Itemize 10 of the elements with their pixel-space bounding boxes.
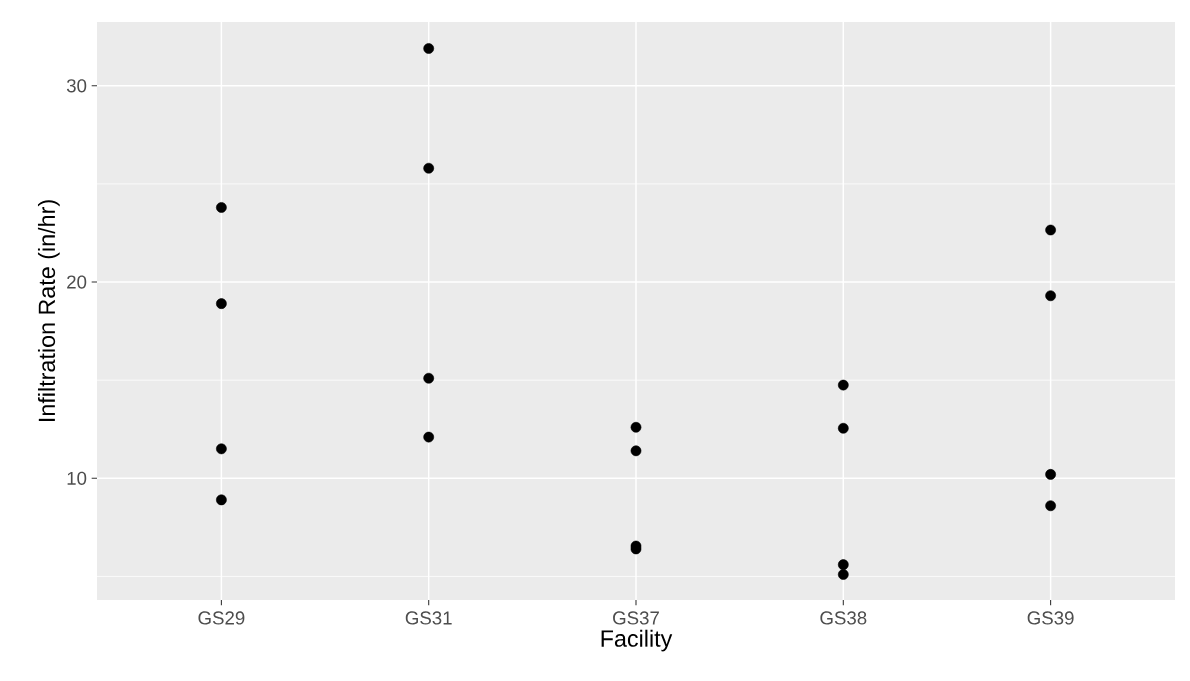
x-tick-label: GS39 xyxy=(1027,611,1074,625)
y-tick-label: 30 xyxy=(66,79,87,93)
x-tick-label: GS31 xyxy=(405,611,452,625)
x-tick-label: GS38 xyxy=(820,611,867,625)
x-axis-title: Facility xyxy=(601,629,673,652)
y-tick-label: 20 xyxy=(67,275,87,289)
y-axis-title: Infiltration Rate (in/hr) xyxy=(37,200,60,421)
x-tick-label: GS29 xyxy=(198,611,245,625)
y-tick-label: 10 xyxy=(67,471,87,485)
x-tick-label: GS37 xyxy=(613,611,659,625)
